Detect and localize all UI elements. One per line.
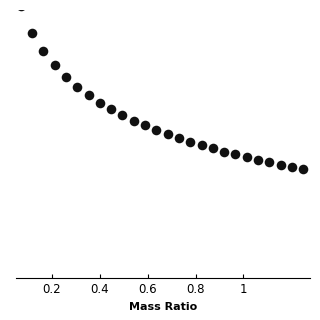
- Point: [301, 166, 306, 172]
- Point: [255, 157, 260, 162]
- Point: [63, 75, 68, 80]
- Point: [233, 152, 238, 157]
- Point: [18, 3, 23, 8]
- Point: [267, 160, 272, 165]
- Point: [176, 136, 181, 141]
- Point: [41, 49, 46, 54]
- Point: [244, 155, 249, 160]
- Point: [289, 164, 294, 169]
- Point: [120, 113, 125, 118]
- Point: [131, 118, 136, 123]
- Point: [210, 146, 215, 151]
- Point: [221, 149, 227, 154]
- Point: [86, 93, 91, 98]
- Point: [29, 30, 35, 35]
- Point: [154, 127, 159, 132]
- X-axis label: Mass Ratio: Mass Ratio: [129, 302, 197, 312]
- Point: [108, 107, 114, 112]
- Point: [75, 84, 80, 89]
- Point: [199, 143, 204, 148]
- Point: [97, 100, 102, 105]
- Point: [142, 123, 148, 128]
- Point: [188, 139, 193, 144]
- Point: [52, 63, 57, 68]
- Point: [278, 162, 283, 167]
- Point: [165, 132, 170, 137]
